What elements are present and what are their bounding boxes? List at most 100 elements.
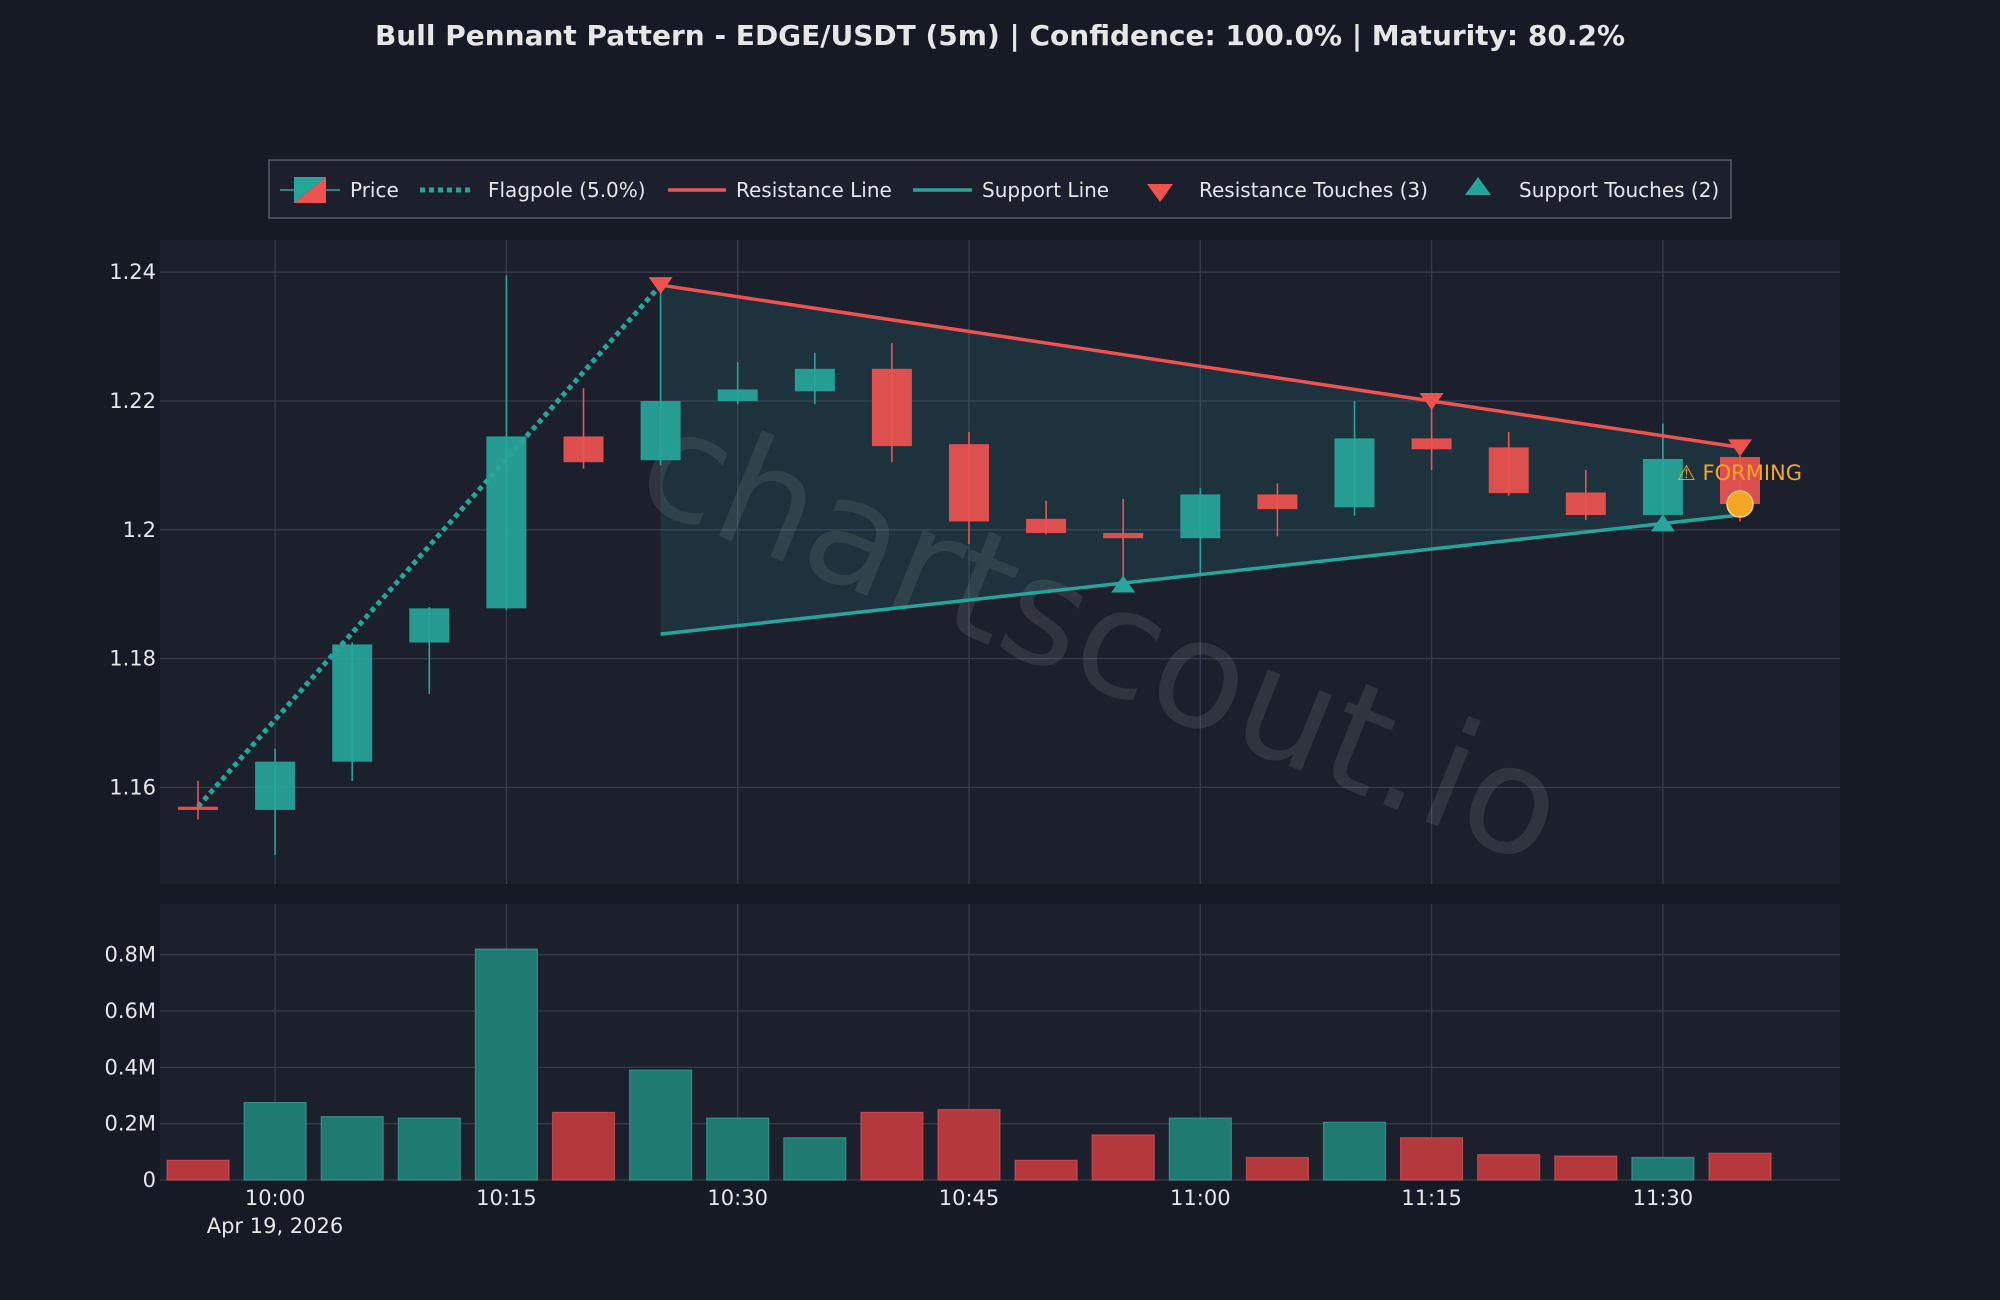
candle (1642, 423, 1683, 530)
volume-bar (1477, 1154, 1541, 1181)
candle (794, 352, 835, 405)
volume-bar (320, 1116, 384, 1181)
volume-bar (937, 1108, 1001, 1181)
volume-bar (1631, 1156, 1695, 1181)
candle (486, 275, 527, 611)
legend-support-label: Support Line (982, 178, 1109, 202)
volume-tick-label: 0.8M (104, 943, 156, 967)
candle (332, 642, 373, 781)
volume-bar (1168, 1117, 1232, 1181)
candle-body (1257, 494, 1298, 510)
candle-body (794, 368, 835, 392)
candle (255, 748, 296, 856)
resistance-touch-marker (648, 277, 673, 295)
volume-tick-label: 0.2M (104, 1112, 156, 1136)
candle-body (1180, 494, 1221, 539)
candle (1334, 401, 1375, 516)
volume-bar (1091, 1134, 1155, 1181)
x-date-label: Apr 19, 2026 (207, 1214, 344, 1238)
price-tick-label: 1.2 (123, 518, 156, 542)
candle (871, 343, 912, 463)
candle-body (178, 806, 218, 810)
support-touch-marker (1111, 575, 1136, 593)
time-tick-label: 11:30 (1633, 1186, 1694, 1210)
candle-body (1411, 438, 1452, 450)
candle (1103, 498, 1144, 585)
legend-resistance-touch-label: Resistance Touches (3) (1199, 178, 1428, 202)
forming-label: ⚠ FORMING (1677, 461, 1802, 485)
candle-body (949, 444, 989, 522)
candle (1565, 469, 1606, 521)
legend-frame (268, 159, 1732, 219)
time-tick-label: 10:00 (245, 1186, 306, 1210)
candle (1026, 500, 1067, 535)
candle (1257, 483, 1298, 537)
volume-bar (1399, 1137, 1464, 1181)
price-tick-label: 1.16 (109, 775, 156, 799)
price-tick-label: 1.24 (109, 260, 156, 284)
time-tick-label: 10:45 (939, 1186, 1000, 1210)
candle-body (563, 436, 604, 463)
time-tick-label: 10:30 (707, 1186, 768, 1210)
volume-axis-ticks: 0 0.2M 0.4M 0.6M 0.8M (104, 943, 156, 1192)
volume-bar (1245, 1156, 1310, 1181)
volume-bar (1708, 1152, 1772, 1181)
candle (409, 607, 450, 695)
candles (178, 275, 1760, 856)
time-tick-label: 11:15 (1401, 1186, 1462, 1210)
legend-support-touch-icon (1465, 177, 1491, 195)
current-point: ⚠ FORMING (1677, 461, 1802, 518)
volume-bar (706, 1117, 770, 1181)
candle-body (1334, 438, 1375, 508)
legend-resistance-touch-icon (1147, 184, 1173, 202)
time-tick-label: 11:00 (1170, 1186, 1231, 1210)
volume-bar (1554, 1155, 1618, 1181)
pennant-fill (660, 285, 1740, 635)
candle-body (1026, 518, 1067, 534)
candle-body (717, 389, 758, 401)
legend-flagpole-label: Flagpole (5.0%) (488, 178, 646, 202)
price-tick-label: 1.22 (109, 389, 156, 413)
volume-bar (474, 948, 538, 1181)
volume-tick-label: 0.4M (104, 1055, 156, 1079)
support-touch-marker (1650, 514, 1675, 532)
price-panel-background (160, 240, 1840, 884)
legend-price-swatch (280, 177, 340, 203)
volume-bar (1014, 1159, 1078, 1181)
volume-bar (243, 1101, 307, 1181)
chart-title: Bull Pennant Pattern - EDGE/USDT (5m) | … (375, 19, 1625, 52)
candle-body (640, 401, 681, 461)
candle (563, 388, 604, 469)
candle-body (1488, 447, 1529, 494)
candle (717, 362, 758, 405)
current-point-marker (1726, 490, 1754, 518)
candle (949, 431, 989, 544)
candle-body (486, 436, 527, 609)
candle-body (409, 608, 450, 643)
resistance-touch-marker (1419, 393, 1444, 410)
volume-bar (551, 1111, 616, 1181)
candle (640, 285, 681, 466)
volume-bar (628, 1069, 693, 1181)
legend-price-label: Price (350, 178, 399, 202)
resistance-line (660, 283, 1741, 450)
trendlines (660, 283, 1741, 636)
candle (1180, 487, 1221, 574)
volume-bars (166, 948, 1772, 1181)
support-line (660, 513, 1741, 636)
candle (1411, 401, 1452, 470)
time-tick-label: 10:15 (476, 1186, 537, 1210)
volume-bar (397, 1117, 461, 1181)
candle-body (1642, 458, 1683, 515)
candle-body (1565, 492, 1606, 515)
price-axis-ticks: 1.16 1.18 1.2 1.22 1.24 (109, 260, 156, 799)
volume-bar (860, 1111, 924, 1181)
volume-tick-label: 0 (143, 1168, 156, 1192)
volume-bar (783, 1137, 847, 1181)
candle (178, 780, 218, 820)
time-axis-ticks: 10:00 10:15 10:30 10:45 11:00 11:15 11:30 (245, 1186, 1693, 1210)
resistance-touch-marker (1728, 439, 1752, 457)
legend-resistance-label: Resistance Line (736, 178, 892, 202)
price-tick-label: 1.18 (109, 647, 156, 671)
